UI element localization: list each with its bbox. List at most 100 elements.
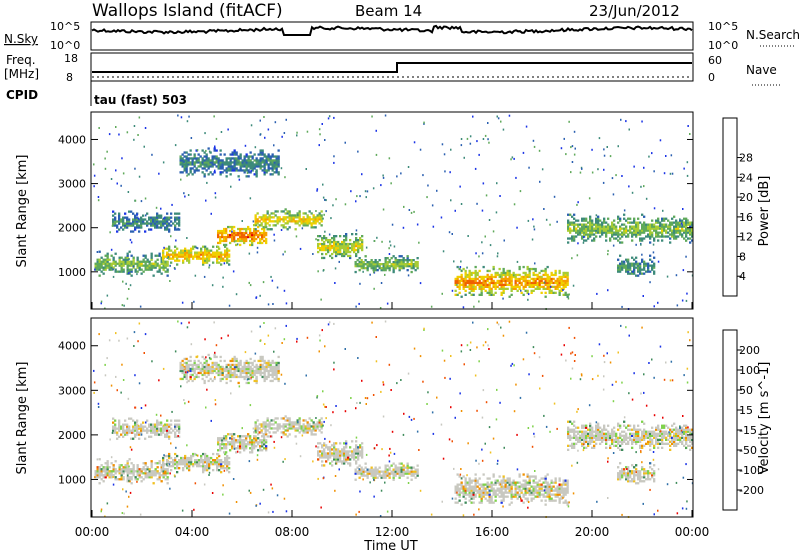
power-cell bbox=[93, 163, 95, 166]
velocity-cell bbox=[406, 466, 409, 469]
velocity-cell bbox=[221, 437, 224, 440]
power-cell bbox=[249, 243, 252, 247]
power-cell bbox=[114, 252, 117, 255]
power-cell bbox=[130, 210, 133, 213]
power-cell bbox=[392, 261, 395, 264]
power-cell bbox=[156, 262, 159, 265]
power-cell bbox=[203, 275, 206, 278]
velocity-cell bbox=[194, 463, 197, 466]
power-cell bbox=[228, 304, 231, 307]
velocity-cell bbox=[552, 499, 555, 502]
power-cell bbox=[627, 217, 630, 220]
power-cell bbox=[253, 231, 256, 235]
power-cell bbox=[190, 137, 193, 139]
power-cell bbox=[542, 269, 545, 273]
velocity-cell bbox=[470, 479, 473, 482]
power-cell bbox=[183, 155, 186, 158]
power-cell bbox=[110, 248, 113, 251]
power-cell bbox=[196, 149, 199, 152]
power-cell bbox=[216, 255, 219, 258]
velocity-cell bbox=[502, 479, 505, 482]
power-cell bbox=[355, 242, 358, 246]
velocity-cell bbox=[454, 489, 457, 492]
power-cell bbox=[651, 233, 654, 236]
power-cell bbox=[416, 261, 419, 264]
velocity-cell bbox=[351, 440, 354, 443]
power-cell bbox=[627, 233, 630, 236]
power-cell bbox=[443, 153, 446, 156]
power-cell bbox=[508, 283, 511, 286]
power-cell bbox=[626, 260, 628, 263]
power-cell bbox=[619, 270, 622, 273]
power-cell bbox=[474, 167, 477, 170]
power-cell bbox=[382, 269, 385, 272]
power-cell bbox=[227, 233, 230, 237]
velocity-cell bbox=[609, 446, 612, 449]
velocity-cell bbox=[388, 466, 391, 469]
velocity-cell bbox=[359, 452, 362, 455]
power-cell bbox=[207, 161, 210, 164]
power-cell bbox=[308, 222, 311, 225]
power-cell bbox=[219, 235, 222, 239]
power-cell bbox=[567, 213, 570, 216]
power-cell bbox=[282, 210, 285, 213]
power-cell bbox=[355, 248, 358, 252]
power-cell bbox=[251, 157, 254, 160]
power-cell bbox=[319, 248, 322, 252]
power-cell bbox=[256, 220, 259, 223]
velocity-cell bbox=[339, 456, 342, 459]
power-cell bbox=[226, 255, 229, 258]
velocity-cell bbox=[382, 470, 385, 473]
power-cell bbox=[623, 217, 626, 220]
velocity-cell bbox=[374, 466, 377, 469]
power-cell bbox=[237, 175, 240, 178]
power-cell bbox=[233, 233, 236, 237]
power-cell bbox=[655, 225, 658, 228]
power-cell bbox=[643, 229, 646, 232]
power-cell bbox=[550, 289, 553, 292]
velocity-cell bbox=[200, 465, 203, 468]
power-cell bbox=[278, 218, 281, 221]
power-cell bbox=[195, 169, 198, 172]
velocity-cell bbox=[571, 442, 574, 445]
power-cell bbox=[577, 223, 580, 226]
velocity-cell bbox=[144, 476, 147, 479]
velocity-cell bbox=[524, 479, 527, 482]
power-cell bbox=[237, 237, 240, 241]
power-cell bbox=[596, 292, 598, 295]
velocity-cell bbox=[500, 501, 503, 504]
power-cell bbox=[118, 228, 121, 231]
power-cell bbox=[569, 229, 572, 232]
power-cell bbox=[566, 275, 569, 279]
power-cell bbox=[174, 245, 177, 248]
power-cell bbox=[583, 217, 586, 220]
power-cell bbox=[322, 217, 324, 220]
power-cell bbox=[355, 244, 358, 248]
power-cell bbox=[264, 136, 266, 139]
power-cell bbox=[560, 281, 563, 285]
power-cell bbox=[492, 279, 495, 283]
power-cell bbox=[194, 255, 197, 258]
power-cell bbox=[575, 227, 578, 230]
power-cell bbox=[317, 244, 320, 248]
power-cell bbox=[518, 265, 521, 269]
power-cell bbox=[156, 264, 159, 267]
velocity-cell bbox=[180, 463, 183, 466]
velocity-cell bbox=[158, 462, 161, 465]
power-cell bbox=[251, 163, 254, 166]
velocity-cell bbox=[243, 443, 246, 446]
power-cell bbox=[607, 225, 610, 228]
velocity-cell bbox=[623, 430, 626, 433]
power-cell bbox=[126, 297, 129, 300]
velocity-cell bbox=[174, 456, 177, 460]
power-cell bbox=[120, 268, 123, 271]
velocity-cell bbox=[339, 454, 342, 457]
power-cell bbox=[612, 193, 615, 196]
velocity-cell bbox=[166, 459, 169, 462]
velocity-cell bbox=[532, 493, 535, 496]
power-cell bbox=[168, 249, 171, 252]
power-cell bbox=[494, 271, 497, 275]
velocity-cell bbox=[136, 478, 139, 481]
velocity-cell bbox=[532, 489, 535, 492]
velocity-cell bbox=[100, 468, 103, 471]
